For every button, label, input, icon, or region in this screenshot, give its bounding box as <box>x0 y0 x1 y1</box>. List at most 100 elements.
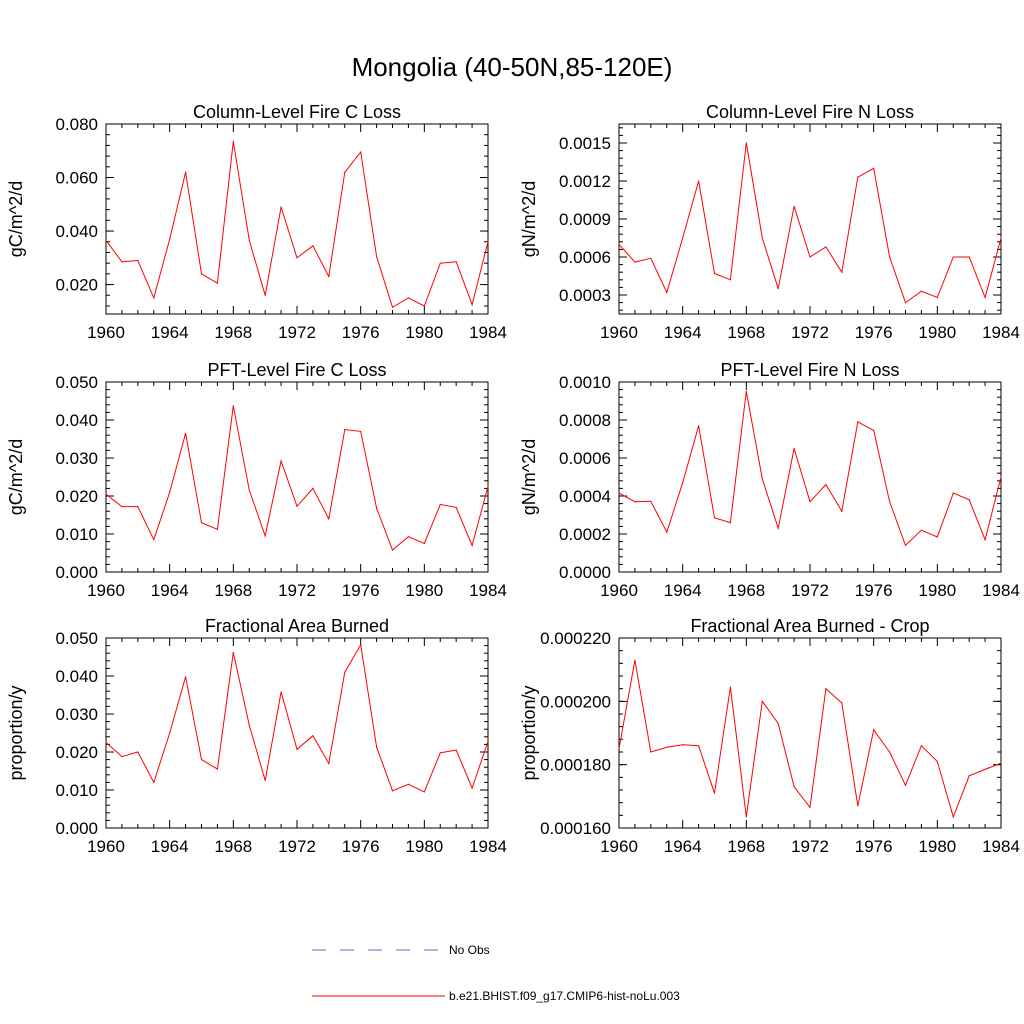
data-point <box>200 759 203 761</box>
data-point <box>407 297 409 299</box>
data-point <box>185 676 187 678</box>
legend-item-no-obs: No Obs <box>312 943 490 957</box>
data-point <box>761 700 763 702</box>
x-tick-label: 1964 <box>664 837 702 856</box>
data-point <box>264 535 266 537</box>
data-point <box>391 306 394 308</box>
y-tick-label: 0.0010 <box>559 373 611 392</box>
data-point <box>713 517 716 519</box>
data-point <box>634 261 636 263</box>
data-point <box>407 783 409 785</box>
data-point <box>280 691 282 693</box>
data-point <box>391 549 394 551</box>
data-point <box>618 243 620 245</box>
plot-frame <box>105 381 489 573</box>
data-point <box>984 539 986 541</box>
x-tick-label: 1976 <box>855 323 893 342</box>
data-point <box>248 489 250 491</box>
y-tick-label: 0.0004 <box>559 487 611 506</box>
chart-panel-5: Fractional Area Burned proportion/y 1960 19… <box>6 616 507 856</box>
data-point <box>936 536 938 538</box>
data-point <box>920 745 923 747</box>
data-point <box>1000 237 1002 239</box>
data-point <box>471 787 473 789</box>
x-tick-label: 1980 <box>405 581 443 600</box>
x-tick-label: 1964 <box>664 323 702 342</box>
y-tick-label: 0.0003 <box>559 286 611 305</box>
data-point <box>984 296 986 299</box>
x-tick-label: 1960 <box>87 837 125 856</box>
x-tick-label: 1968 <box>727 323 765 342</box>
legend-item-model: b.e21.BHIST.f09_g17.CMIP6-hist-noLu.003 <box>312 989 680 1003</box>
data-point <box>280 206 282 208</box>
data-point <box>407 536 409 538</box>
y-axis-label: gN/m^2/d <box>519 181 539 257</box>
data-point <box>455 749 457 751</box>
x-tick-label: 1968 <box>727 581 765 600</box>
data-point <box>121 261 123 263</box>
data-point <box>666 746 668 748</box>
x-tick-label: 1976 <box>342 837 380 856</box>
x-tick-label: 1960 <box>600 323 638 342</box>
data-point <box>777 288 779 290</box>
data-point <box>729 686 732 688</box>
chart-panel-3: PFT-Level Fire C Loss gC/m^2/d 1960 1964 196… <box>6 360 507 600</box>
data-point <box>904 544 907 547</box>
data-point <box>682 482 684 484</box>
x-tick-label: 1984 <box>982 837 1020 856</box>
x-tick-label: 1968 <box>214 837 252 856</box>
data-point <box>952 816 954 818</box>
y-tick-label: 0.0015 <box>559 134 611 153</box>
data-point <box>232 405 234 407</box>
data-point <box>825 688 827 690</box>
data-point <box>487 740 489 743</box>
chart-title: Column-Level Fire C Loss <box>193 102 401 122</box>
panels: Column-Level Fire C Loss gC/m^2/d 1960 1964… <box>6 102 1020 856</box>
data-point <box>216 768 218 770</box>
y-axis-label: proportion/y <box>519 685 539 780</box>
x-tick-label: 1960 <box>87 581 125 600</box>
data-point <box>200 522 203 524</box>
data-point <box>841 702 843 704</box>
data-point <box>248 724 250 727</box>
data-point <box>650 257 652 259</box>
figure-title: Mongolia (40-50N,85-120E) <box>352 52 673 82</box>
data-point <box>698 425 700 427</box>
data-point <box>471 304 473 306</box>
data-point <box>121 756 123 758</box>
data-point <box>793 447 795 450</box>
data-point <box>105 741 107 744</box>
chart-panel-1: Column-Level Fire C Loss gC/m^2/d 1960 1964… <box>6 102 507 342</box>
x-tick-label: 1972 <box>791 581 829 600</box>
data-point <box>1000 762 1002 764</box>
data-point <box>745 142 747 144</box>
data-point <box>761 478 763 480</box>
data-point <box>618 492 620 494</box>
data-point <box>216 282 218 284</box>
data-point <box>889 256 891 258</box>
data-point <box>423 305 425 307</box>
x-tick-label: 1972 <box>791 323 829 342</box>
data-point <box>984 768 986 771</box>
data-point <box>666 291 668 294</box>
data-point <box>153 781 155 784</box>
y-tick-label: 0.000180 <box>540 756 611 775</box>
data-point <box>761 237 763 239</box>
y-tick-label: 0.040 <box>55 222 98 241</box>
data-point <box>889 751 891 753</box>
x-tick-label: 1980 <box>918 323 956 342</box>
x-tick-label: 1976 <box>855 581 893 600</box>
data-point <box>745 390 747 393</box>
series-line <box>105 405 489 551</box>
data-point <box>391 790 394 792</box>
data-point <box>153 539 155 541</box>
plot-frame <box>105 637 489 829</box>
data-point <box>920 529 923 531</box>
data-point <box>328 762 330 765</box>
x-tick-label: 1976 <box>342 323 380 342</box>
x-tick-label: 1964 <box>664 581 702 600</box>
data-point <box>634 659 636 661</box>
data-point <box>698 745 700 747</box>
y-axis-label: gN/m^2/d <box>519 439 539 515</box>
